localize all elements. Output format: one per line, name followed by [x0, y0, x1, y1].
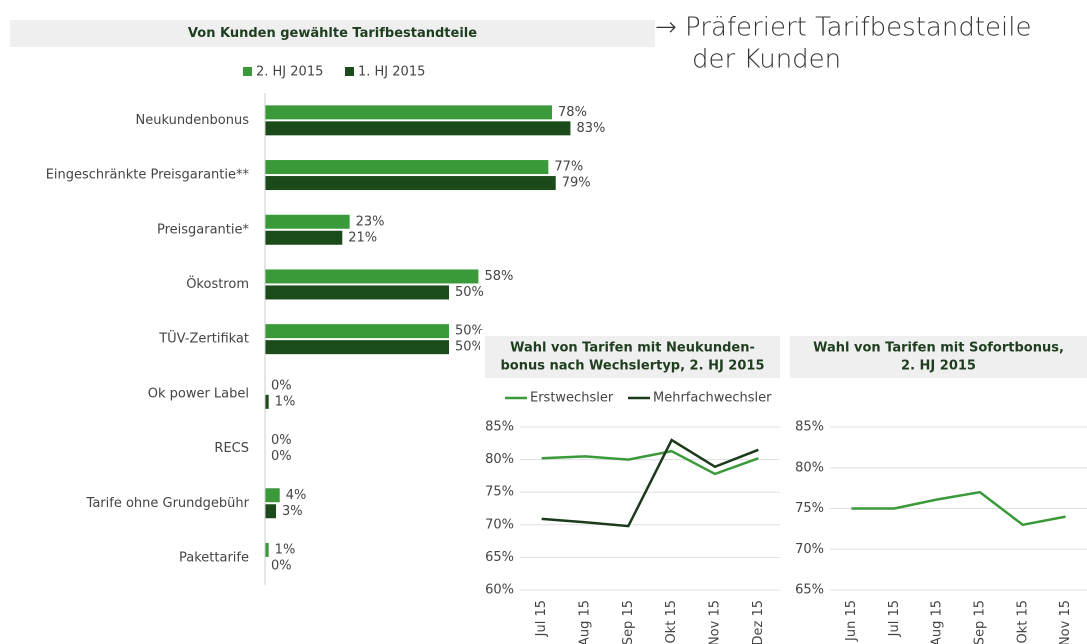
- x-tick-label: Sep 15: [621, 600, 636, 644]
- bar: [265, 176, 556, 191]
- value-label: 21%: [348, 230, 377, 245]
- title-band: [790, 336, 1087, 378]
- value-label: 77%: [554, 160, 583, 175]
- y-tick-label: 75%: [485, 485, 514, 500]
- chart-title: Wahl von Tarifen mit Sofortbonus,: [813, 341, 1064, 356]
- line: [541, 449, 759, 476]
- panel: [480, 330, 785, 644]
- x-tick-label: Jun 15: [844, 600, 859, 642]
- x-tick-label: Jul 15: [887, 600, 902, 637]
- y-tick-label: 65%: [485, 550, 514, 565]
- x-tick-label: Nov 15: [1058, 600, 1073, 644]
- legend-label: 2. HJ 2015: [256, 65, 323, 80]
- value-label: 0%: [271, 378, 292, 393]
- line: [851, 490, 1066, 527]
- legend-label: Erstwechsler: [530, 391, 614, 406]
- bar: [265, 269, 479, 284]
- value-label: 79%: [562, 176, 591, 191]
- chart-title: Von Kunden gewählte Tarifbestandteile: [188, 26, 477, 41]
- chart-title: bonus nach Wechslertyp, 2. HJ 2015: [501, 359, 765, 374]
- category-label: Preisgarantie*: [157, 222, 250, 237]
- bar: [265, 394, 269, 409]
- x-tick-label: Dez 15: [751, 600, 766, 644]
- y-tick-label: 70%: [795, 542, 824, 557]
- value-label: 0%: [271, 433, 292, 448]
- value-label: 78%: [558, 105, 587, 120]
- headline: der Kunden: [692, 45, 841, 75]
- bar: [265, 230, 343, 245]
- value-label: 1%: [275, 542, 296, 557]
- value-label: 50%: [455, 324, 484, 339]
- bar: [265, 542, 269, 557]
- y-tick-label: 80%: [795, 460, 824, 475]
- y-tick-label: 70%: [485, 517, 514, 532]
- x-tick-label: Aug 15: [930, 600, 945, 644]
- panel: [785, 330, 1087, 644]
- y-tick-label: 85%: [795, 420, 824, 435]
- category-label: Eingeschränkte Preisgarantie**: [46, 168, 250, 183]
- headline: → Präferiert Tarifbestandteile: [655, 13, 1031, 43]
- x-tick-label: Sep 15: [972, 600, 987, 644]
- chart-title: 2. HJ 2015: [901, 359, 976, 374]
- category-label: Pakettarife: [179, 550, 249, 565]
- x-tick-label: Nov 15: [708, 600, 723, 644]
- legend-swatch: [345, 67, 354, 76]
- title-band: [485, 336, 780, 378]
- legend-label: 1. HJ 2015: [358, 65, 425, 80]
- bar: [265, 504, 277, 519]
- legend-swatch: [243, 67, 252, 76]
- category-label: Ökostrom: [186, 275, 249, 292]
- value-label: 58%: [484, 269, 513, 284]
- x-tick-label: Okt 15: [1015, 600, 1030, 644]
- bar: [265, 340, 449, 355]
- y-tick-label: 80%: [485, 452, 514, 467]
- x-tick-label: Aug 15: [578, 600, 593, 644]
- value-label: 4%: [286, 488, 307, 503]
- bar: [265, 160, 549, 175]
- value-label: 50%: [455, 285, 484, 300]
- bar: [265, 488, 280, 503]
- y-tick-label: 60%: [485, 583, 514, 598]
- category-label: Ok power Label: [148, 386, 249, 401]
- category-label: RECS: [214, 441, 249, 456]
- value-label: 0%: [271, 558, 292, 573]
- x-tick-label: Okt 15: [664, 600, 679, 644]
- bar: [265, 324, 449, 339]
- y-tick-label: 75%: [795, 501, 824, 516]
- category-label: TÜV-Zertifikat: [158, 330, 249, 347]
- category-label: Neukundenbonus: [135, 113, 249, 128]
- value-label: 3%: [282, 504, 303, 519]
- bar: [265, 105, 553, 120]
- x-tick-label: Jul 15: [534, 600, 549, 637]
- bar: [265, 214, 350, 229]
- value-label: 50%: [455, 340, 484, 355]
- bar: [265, 285, 449, 300]
- title-band: [10, 20, 655, 47]
- value-label: 23%: [356, 214, 385, 229]
- value-label: 83%: [576, 121, 605, 136]
- line: [541, 438, 759, 528]
- value-label: 0%: [271, 449, 292, 464]
- bar: [265, 121, 571, 136]
- y-tick-label: 65%: [795, 583, 824, 598]
- y-tick-label: 85%: [485, 420, 514, 435]
- category-label: Tarife ohne Grundgebühr: [86, 496, 250, 511]
- legend-label: Mehrfachwechsler: [653, 391, 772, 406]
- chart-title: Wahl von Tarifen mit Neukunden-: [510, 341, 755, 356]
- value-label: 1%: [275, 394, 296, 409]
